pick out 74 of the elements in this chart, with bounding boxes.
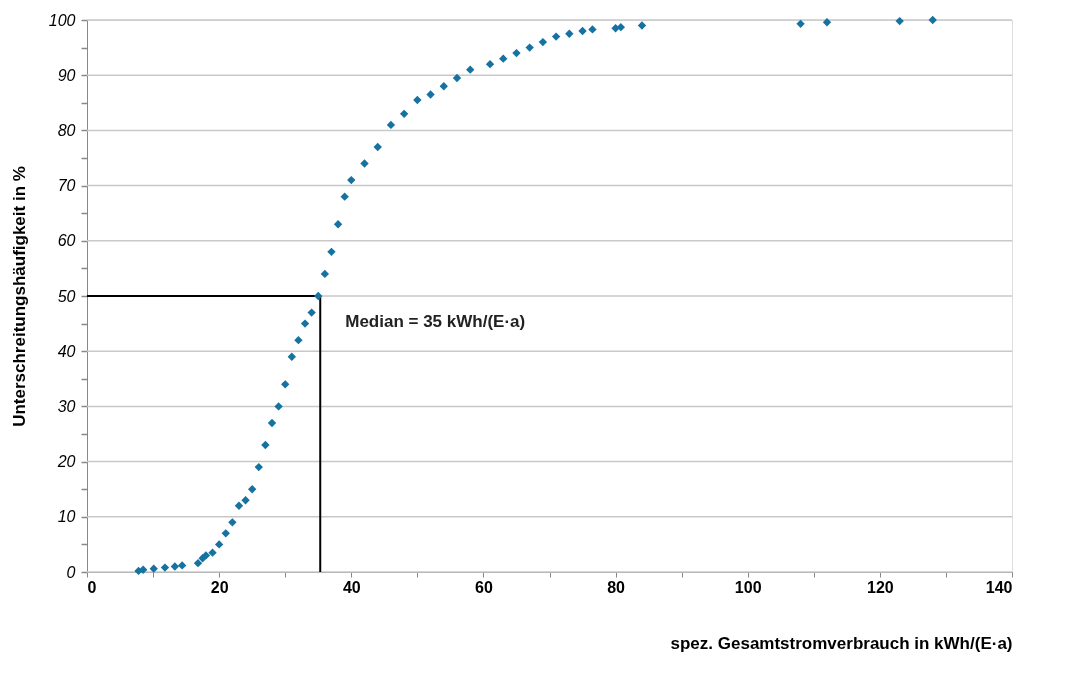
y-tick-label: 20 (56, 453, 76, 471)
point (287, 352, 296, 361)
y-tick-label: 30 (57, 397, 76, 415)
point (399, 109, 409, 119)
x-axis-title: spez. Gesamtstromverbrauch in kWh/(E·a) (670, 633, 1013, 653)
point (499, 54, 508, 63)
point (320, 269, 330, 279)
x-tick-label: 120 (867, 578, 894, 596)
point (386, 120, 396, 130)
point (267, 418, 277, 428)
y-tick-label: 90 (57, 66, 76, 84)
point (525, 43, 534, 52)
point (538, 37, 548, 47)
y-tick-label: 40 (57, 342, 76, 360)
point (895, 16, 904, 26)
point (485, 59, 495, 69)
point (314, 291, 323, 301)
point (177, 561, 187, 570)
point (170, 562, 180, 571)
point (300, 319, 310, 328)
point (281, 380, 290, 389)
point (294, 335, 303, 345)
point (637, 21, 647, 30)
point (413, 95, 422, 105)
y-tick-label: 100 (48, 11, 76, 29)
point (208, 548, 217, 557)
x-tick-label: 40 (342, 578, 361, 596)
point (241, 496, 250, 505)
y-tick-label: 60 (57, 232, 76, 250)
point (373, 142, 382, 152)
point (466, 65, 475, 74)
point (160, 563, 170, 572)
point (149, 564, 158, 573)
annotation: Median = 35 kWh/(E·a) (345, 312, 526, 331)
y-tick-label: 0 (66, 563, 76, 581)
y-axis-title: Unterschreitungshäufigkeit in % (9, 166, 29, 427)
point (616, 22, 626, 32)
y-tick-label: 50 (57, 287, 76, 305)
y-tick-label: 10 (57, 508, 76, 526)
y-tick-label: 70 (57, 177, 76, 195)
x-tick-label: 60 (475, 578, 493, 596)
point (261, 440, 270, 450)
point (822, 18, 832, 27)
x-tick-label: 0 (87, 578, 97, 596)
point (360, 159, 369, 168)
point (439, 82, 448, 91)
point (214, 540, 224, 549)
point (228, 518, 237, 527)
x-tick-label: 80 (607, 578, 626, 596)
point (551, 32, 561, 41)
point (193, 558, 203, 568)
point (340, 192, 349, 201)
x-tick-label: 140 (985, 578, 1013, 596)
point (347, 175, 356, 185)
point (796, 19, 805, 29)
point (274, 402, 283, 411)
point (254, 462, 263, 472)
point (512, 48, 521, 58)
point (234, 501, 244, 510)
point (201, 551, 211, 560)
point (426, 90, 435, 99)
point (327, 247, 336, 257)
point (452, 73, 462, 83)
point (588, 25, 597, 34)
point (248, 485, 257, 494)
point (333, 220, 343, 229)
point (565, 29, 574, 38)
point (928, 15, 937, 25)
x-tick-label: 20 (210, 578, 229, 596)
point (221, 529, 230, 538)
point (578, 26, 587, 36)
point (307, 308, 316, 317)
y-tick-label: 80 (57, 121, 76, 139)
x-tick-label: 100 (734, 578, 762, 596)
